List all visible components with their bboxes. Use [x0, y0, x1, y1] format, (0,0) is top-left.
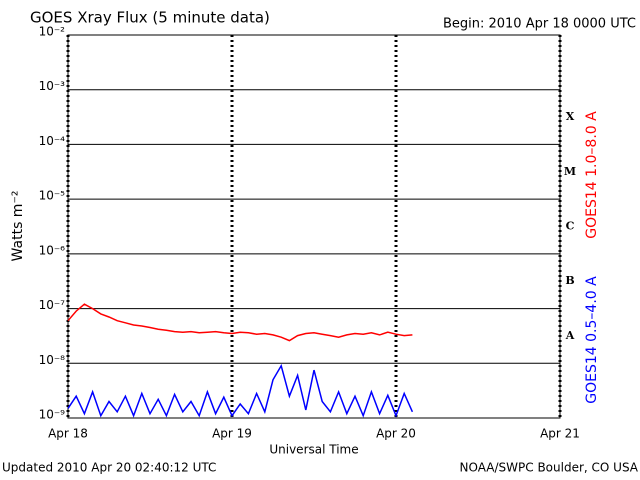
- flare-class-label: B: [565, 274, 574, 287]
- flare-class-label: C: [566, 220, 575, 233]
- flare-class-label: M: [564, 165, 576, 178]
- x-axis-label: Universal Time: [269, 443, 358, 457]
- y-tick-label: 10⁻³: [39, 79, 66, 93]
- plot-frame: [67, 34, 561, 419]
- footer-left: Updated 2010 Apr 20 02:40:12 UTC: [2, 461, 216, 475]
- y-tick-label: 10⁻⁷: [39, 298, 66, 312]
- legend-entry: GOES14 1.0–8.0 A: [584, 111, 600, 239]
- y-axis-label: Watts m⁻²: [10, 191, 26, 262]
- flare-class-label: A: [565, 329, 575, 342]
- series-line: [67, 363, 414, 418]
- chart-subtitle: Begin: 2010 Apr 18 0000 UTC: [443, 17, 636, 32]
- x-tick-label: Apr 20: [376, 427, 416, 441]
- y-tick-label: 10⁻⁹: [39, 408, 66, 422]
- legend-entry: GOES14 0.5–4.0 A: [584, 276, 600, 404]
- y-tick-label: 10⁻⁴: [39, 134, 66, 148]
- flare-class-label: X: [566, 110, 575, 123]
- x-tick-label: Apr 19: [212, 427, 252, 441]
- footer-right: NOAA/SWPC Boulder, CO USA: [460, 461, 639, 475]
- x-tick-label: Apr 21: [540, 427, 580, 441]
- y-tick-label: 10⁻⁸: [39, 353, 66, 367]
- y-tick-label: 10⁻⁵: [39, 189, 66, 203]
- series-line: [67, 303, 413, 342]
- x-tick-label: Apr 18: [48, 427, 88, 441]
- chart-title: GOES Xray Flux (5 minute data): [30, 9, 270, 27]
- y-tick-label: 10⁻²: [39, 25, 66, 39]
- y-tick-label: 10⁻⁶: [39, 243, 66, 257]
